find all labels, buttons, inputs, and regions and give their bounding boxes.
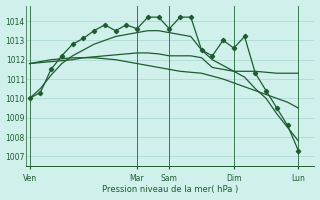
X-axis label: Pression niveau de la mer( hPa ): Pression niveau de la mer( hPa ) (102, 185, 238, 194)
